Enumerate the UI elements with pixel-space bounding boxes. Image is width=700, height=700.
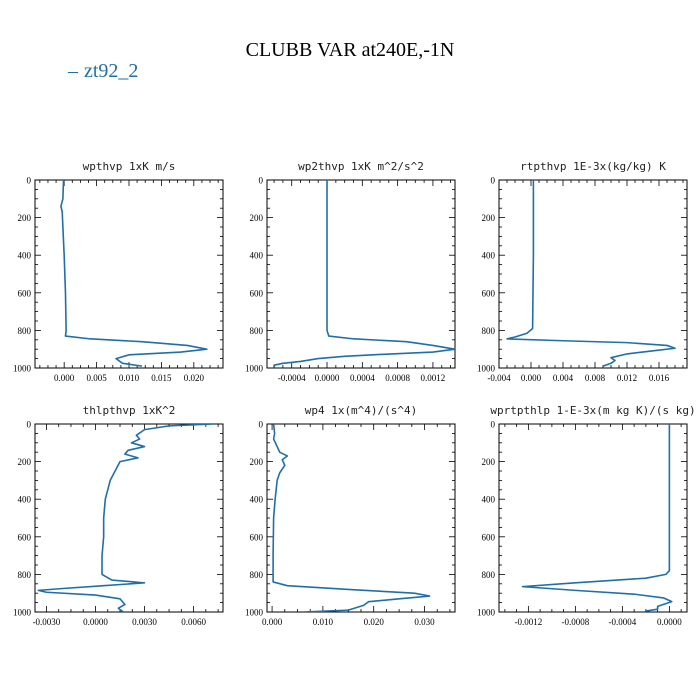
x-tick-label: 0.000 — [54, 373, 75, 383]
y-tick-label: 800 — [250, 570, 264, 580]
y-tick-label: 800 — [482, 326, 496, 336]
y-tick-label: 1000 — [477, 608, 496, 618]
x-tick-label: -0.0030 — [33, 617, 61, 627]
y-tick-label: 400 — [482, 495, 496, 505]
y-tick-label: 600 — [250, 532, 264, 542]
x-tick-label: 0.0008 — [385, 373, 410, 383]
y-tick-label: 400 — [250, 251, 264, 261]
x-tick-label: -0.0004 — [609, 617, 637, 627]
series-line — [273, 180, 455, 368]
x-tick-label: 0.012 — [617, 373, 637, 383]
x-tick-label: 0.000 — [262, 617, 283, 627]
x-tick-label: 0.0060 — [181, 617, 206, 627]
y-tick-label: 200 — [482, 457, 496, 467]
panel-title: wp2thvp 1xK m^2/s^2 — [298, 160, 424, 173]
x-tick-label: -0.0004 — [278, 373, 306, 383]
y-tick-label: 400 — [18, 495, 32, 505]
y-tick-label: 200 — [18, 457, 32, 467]
x-tick-label: 0.016 — [649, 373, 670, 383]
y-tick-label: 1000 — [13, 608, 32, 618]
y-tick-label: 400 — [18, 251, 32, 261]
x-tick-label: 0.010 — [119, 373, 140, 383]
x-tick-label: -0.004 — [487, 373, 511, 383]
plot-frame — [34, 179, 224, 369]
x-tick-label: -0.0012 — [515, 617, 543, 627]
panel-title: wpthvp 1xK m/s — [83, 160, 176, 173]
y-tick-label: 200 — [250, 213, 264, 223]
x-tick-label: 0.0030 — [132, 617, 157, 627]
y-tick-label: 1000 — [245, 364, 264, 374]
y-tick-label: 600 — [250, 288, 264, 298]
y-tick-label: 1000 — [477, 364, 496, 374]
legend-label: zt92_2 — [84, 60, 138, 82]
series-line — [506, 180, 676, 367]
x-tick-label: 0.0000 — [657, 617, 682, 627]
y-tick-label: 800 — [482, 570, 496, 580]
y-tick-label: 800 — [18, 326, 32, 336]
figure-title: CLUBB VAR at240E,-1N — [246, 39, 455, 61]
y-tick-label: 400 — [482, 251, 496, 261]
y-tick-label: 0 — [27, 176, 32, 186]
y-tick-label: 0 — [491, 420, 496, 430]
x-tick-label: 0.0000 — [83, 617, 108, 627]
legend: – zt92_2 — [67, 60, 138, 82]
panel-6: wprtpthlp 1-E-3x(m kg K)/(s kg) 0 200 400 60… — [477, 404, 696, 627]
series-line — [37, 424, 214, 612]
y-tick-label: 800 — [250, 326, 264, 336]
series-line — [60, 180, 208, 367]
x-tick-label: 0.020 — [184, 373, 205, 383]
y-tick-label: 200 — [250, 457, 264, 467]
panel-title: thlpthvp 1xK^2 — [83, 404, 176, 417]
x-tick-label: 0.030 — [414, 617, 435, 627]
y-tick-label: 200 — [18, 213, 32, 223]
panel-title: rtpthvp 1E-3x(kg/kg) K — [520, 160, 666, 173]
panel-3: rtpthvp 1E-3x(kg/kg) K 0 200 400 600 800 1000-… — [477, 160, 688, 383]
panel-4: thlpthvp 1xK^2 0 200 400 600 800 1000-0.0030 0.… — [13, 404, 224, 627]
x-tick-label: 0.000 — [521, 373, 542, 383]
panel-2: wp2thvp 1xK m^2/s^2 0 200 400 600 800 1000 -0.0… — [245, 160, 456, 383]
y-tick-label: 600 — [18, 288, 32, 298]
y-tick-label: 1000 — [245, 608, 264, 618]
y-tick-label: 0 — [259, 420, 264, 430]
x-tick-label: 0.010 — [313, 617, 334, 627]
y-tick-label: 0 — [491, 176, 496, 186]
x-tick-label: 0.004 — [553, 373, 574, 383]
y-tick-label: 400 — [250, 495, 264, 505]
plot-frame — [266, 423, 456, 613]
y-tick-label: 600 — [482, 288, 496, 298]
y-tick-label: 600 — [18, 532, 32, 542]
series-line — [521, 424, 673, 612]
panel-1: wpthvp 1xK m/s 0 200 400 600 800 1000 0.000 0.00… — [13, 160, 224, 383]
y-tick-label: 1000 — [13, 364, 32, 374]
y-tick-label: 0 — [259, 176, 264, 186]
x-tick-label: 0.020 — [364, 617, 385, 627]
x-tick-label: 0.0012 — [421, 373, 446, 383]
series-line — [272, 424, 431, 612]
y-tick-label: 600 — [482, 532, 496, 542]
legend-dash: – — [67, 60, 79, 82]
y-tick-label: 0 — [27, 420, 32, 430]
x-tick-label: 0.008 — [585, 373, 606, 383]
y-tick-label: 200 — [482, 213, 496, 223]
x-tick-label: 0.0004 — [350, 373, 375, 383]
x-tick-label: 0.015 — [151, 373, 172, 383]
panel-title: wprtpthlp 1-E-3x(m kg K)/(s kg) — [490, 404, 695, 417]
x-tick-label: 0.0000 — [315, 373, 340, 383]
x-tick-label: -0.0008 — [562, 617, 590, 627]
panel-title: wp4 1x(m^4)/(s^4) — [305, 404, 418, 417]
plot-frame — [498, 423, 688, 613]
y-tick-label: 800 — [18, 570, 32, 580]
x-tick-label: 0.005 — [86, 373, 107, 383]
